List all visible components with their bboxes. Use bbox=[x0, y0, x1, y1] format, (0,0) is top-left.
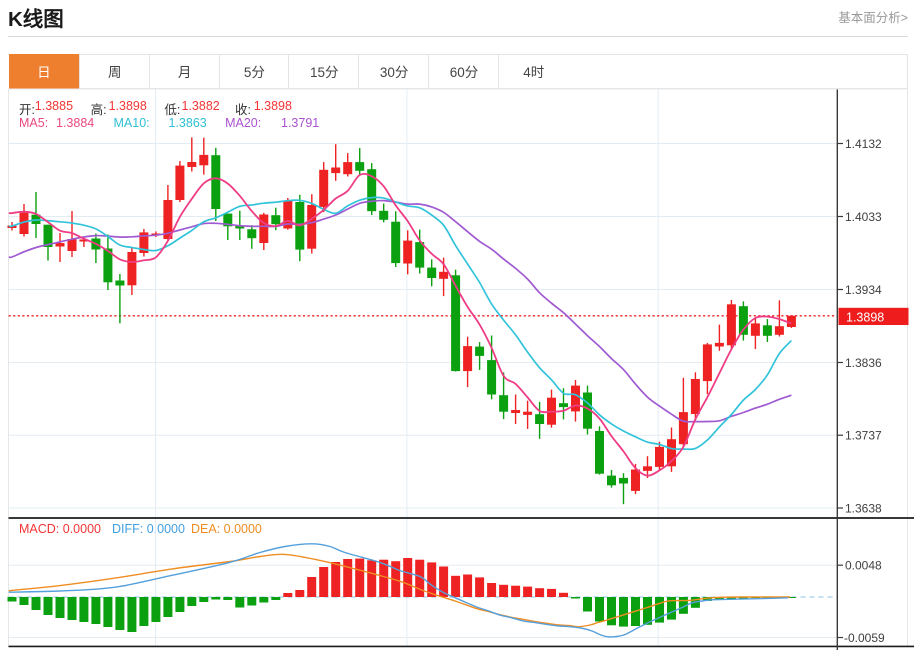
svg-text:1.3898: 1.3898 bbox=[846, 310, 884, 324]
svg-text:1.3737: 1.3737 bbox=[845, 429, 882, 443]
svg-text:1.4132: 1.4132 bbox=[845, 137, 882, 151]
svg-text:1.4033: 1.4033 bbox=[845, 210, 882, 224]
svg-text:1.3934: 1.3934 bbox=[845, 283, 882, 297]
svg-text:1.3638: 1.3638 bbox=[845, 501, 882, 515]
svg-text:1.3836: 1.3836 bbox=[845, 356, 882, 370]
svg-text:-0.0059: -0.0059 bbox=[844, 631, 885, 645]
svg-text:0.0048: 0.0048 bbox=[845, 559, 882, 573]
